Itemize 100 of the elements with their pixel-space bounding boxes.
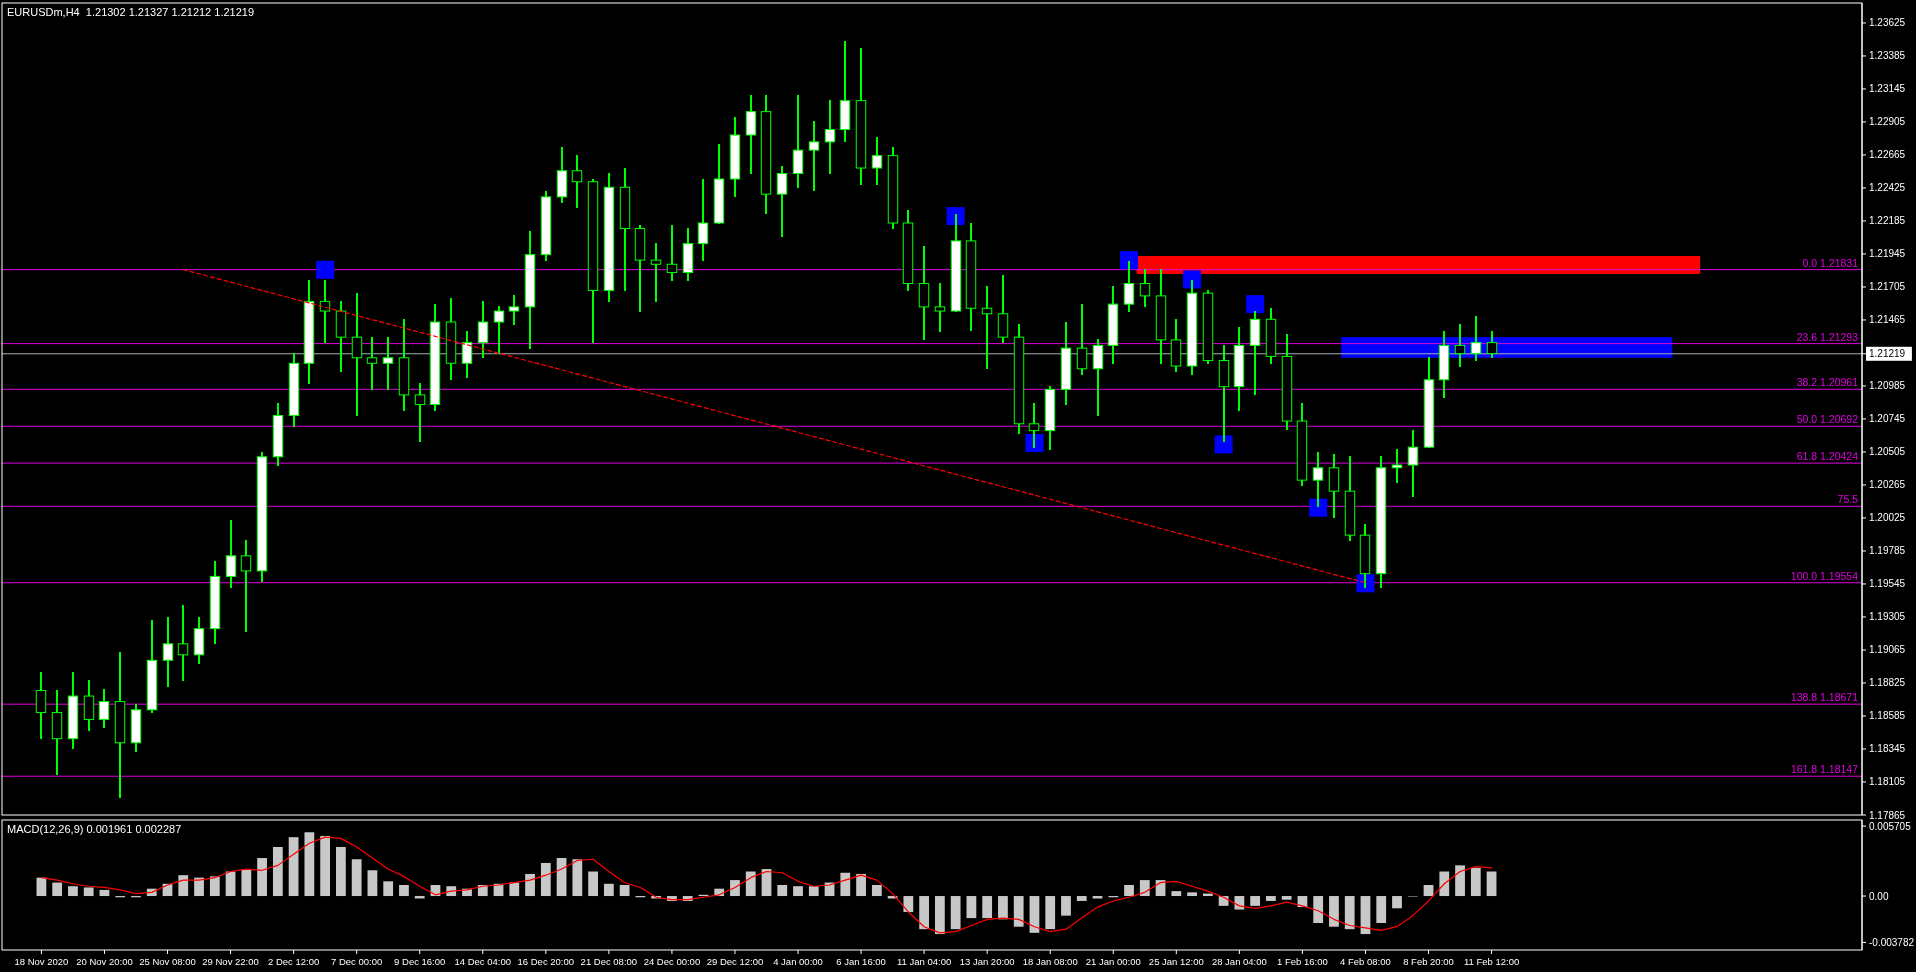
ref-line-label: 138.8 1.18671 (1790, 691, 1859, 704)
candlestick (351, 292, 363, 417)
bar (1076, 896, 1087, 901)
bar (1250, 896, 1261, 906)
candlestick (1312, 451, 1324, 508)
candlestick (997, 274, 1009, 344)
bar (1171, 891, 1182, 897)
bar (982, 896, 993, 919)
candlestick (871, 136, 883, 186)
bar (998, 896, 1008, 920)
y-tick-label: 1.21705 (1869, 281, 1906, 293)
chart-title: MACD(12,26,9) 0.001961 0.002287 (7, 823, 182, 835)
bar (777, 885, 788, 897)
ref-line-label: 100.0 1.19554 (1790, 569, 1859, 582)
y-tick-label: 0.00 (1869, 890, 1889, 902)
bar (320, 835, 331, 897)
y-tick-label: 1.18105 (1869, 776, 1906, 788)
y-tick-label: 1.23625 (1869, 17, 1906, 29)
candlestick (493, 305, 505, 355)
y-tick-label: 1.22665 (1869, 149, 1906, 161)
candlestick (461, 330, 473, 379)
x-tick-label: 11 Jan 04:00 (897, 956, 952, 967)
candlestick (225, 519, 237, 589)
x-tick-label: 8 Feb 20:00 (1403, 956, 1454, 967)
candlestick (1486, 330, 1498, 359)
y-tick-label: 1.22905 (1869, 116, 1906, 128)
bar (1187, 892, 1197, 897)
bar (272, 846, 283, 897)
bar (1376, 896, 1387, 924)
bar (351, 859, 362, 897)
bar (509, 882, 520, 897)
y-tick-label: 1.21219 (1869, 348, 1906, 360)
bar (1486, 871, 1497, 897)
bar (903, 896, 914, 912)
y-tick-label: 1.19305 (1869, 611, 1906, 623)
x-tick-label: 16 Dec 20:00 (517, 956, 575, 967)
y-tick-label: -0.003782 (1869, 936, 1915, 948)
candlestick (808, 120, 820, 192)
bar (525, 873, 535, 897)
ref-line-label: 38.2 1.20961 (1796, 376, 1859, 389)
y-tick-label: 1.18585 (1869, 710, 1906, 722)
point (1025, 434, 1044, 453)
x-tick-label: 13 Jan 20:00 (959, 956, 1015, 967)
x-tick-label: 4 Feb 08:00 (1340, 956, 1391, 967)
y-tick-label: 1.17865 (1869, 809, 1906, 821)
y-tick-label: 1.19785 (1869, 545, 1906, 557)
bar (52, 882, 63, 897)
bar (619, 885, 630, 897)
bar (540, 862, 551, 897)
x-tick-label: 4 Jan 00:00 (773, 956, 823, 967)
candlestick (83, 679, 95, 732)
point (1214, 435, 1233, 454)
y-tick-label: 0.005705 (1869, 820, 1912, 832)
x-tick-label: 11 Feb 12:00 (1463, 956, 1520, 967)
y-tick-label: 1.18825 (1869, 677, 1906, 689)
bar (793, 886, 803, 897)
candlestick (366, 336, 378, 391)
bar (1266, 896, 1276, 901)
y-tick-label: 1.19065 (1869, 644, 1906, 656)
x-tick-label: 1 Feb 16:00 (1277, 956, 1328, 967)
candlestick (1454, 323, 1466, 368)
candlestick (776, 165, 788, 238)
candlestick (697, 178, 709, 262)
candlestick (1470, 315, 1482, 362)
bar (288, 837, 299, 897)
x-tick-label: 29 Nov 22:00 (202, 956, 259, 967)
candlestick (792, 94, 804, 189)
x-tick-label: 18 Nov 2020 (14, 956, 69, 967)
bar (588, 871, 598, 897)
ref-line-label: 50.0 1.20692 (1796, 413, 1859, 426)
y-tick-label: 1.22185 (1869, 215, 1906, 227)
candlestick (508, 294, 520, 326)
candlestick (1092, 338, 1104, 417)
candlestick (571, 154, 583, 209)
candlestick (934, 282, 946, 333)
y-tick-label: 1.19545 (1869, 578, 1906, 590)
bar (336, 846, 346, 897)
bar (241, 869, 252, 897)
ref-line-label: 61.8 1.20424 (1796, 450, 1859, 463)
bar (1281, 896, 1292, 900)
candlestick (319, 279, 331, 344)
bar (1392, 896, 1402, 909)
candlestick (1076, 303, 1088, 376)
candlestick (824, 99, 836, 175)
candlestick (477, 300, 489, 359)
x-tick-label: 21 Jan 00:00 (1085, 956, 1141, 967)
x-tick-label: 24 Dec 00:00 (643, 956, 701, 967)
bar (919, 896, 929, 930)
candlestick (981, 285, 993, 370)
candlestick (382, 336, 394, 391)
point (316, 260, 335, 279)
x-tick-label: 18 Jan 08:00 (1022, 956, 1078, 967)
y-tick-label: 1.23145 (1869, 83, 1906, 95)
bar (367, 870, 378, 897)
y-tick-label: 1.22425 (1869, 182, 1906, 194)
bar (257, 858, 267, 897)
ref-line-label: 161.8 1.18147 (1790, 763, 1859, 776)
ref-line-label: 23.6 1.21293 (1796, 330, 1859, 343)
point (1309, 498, 1328, 517)
x-tick-label: 2 Dec 12:00 (267, 956, 320, 967)
